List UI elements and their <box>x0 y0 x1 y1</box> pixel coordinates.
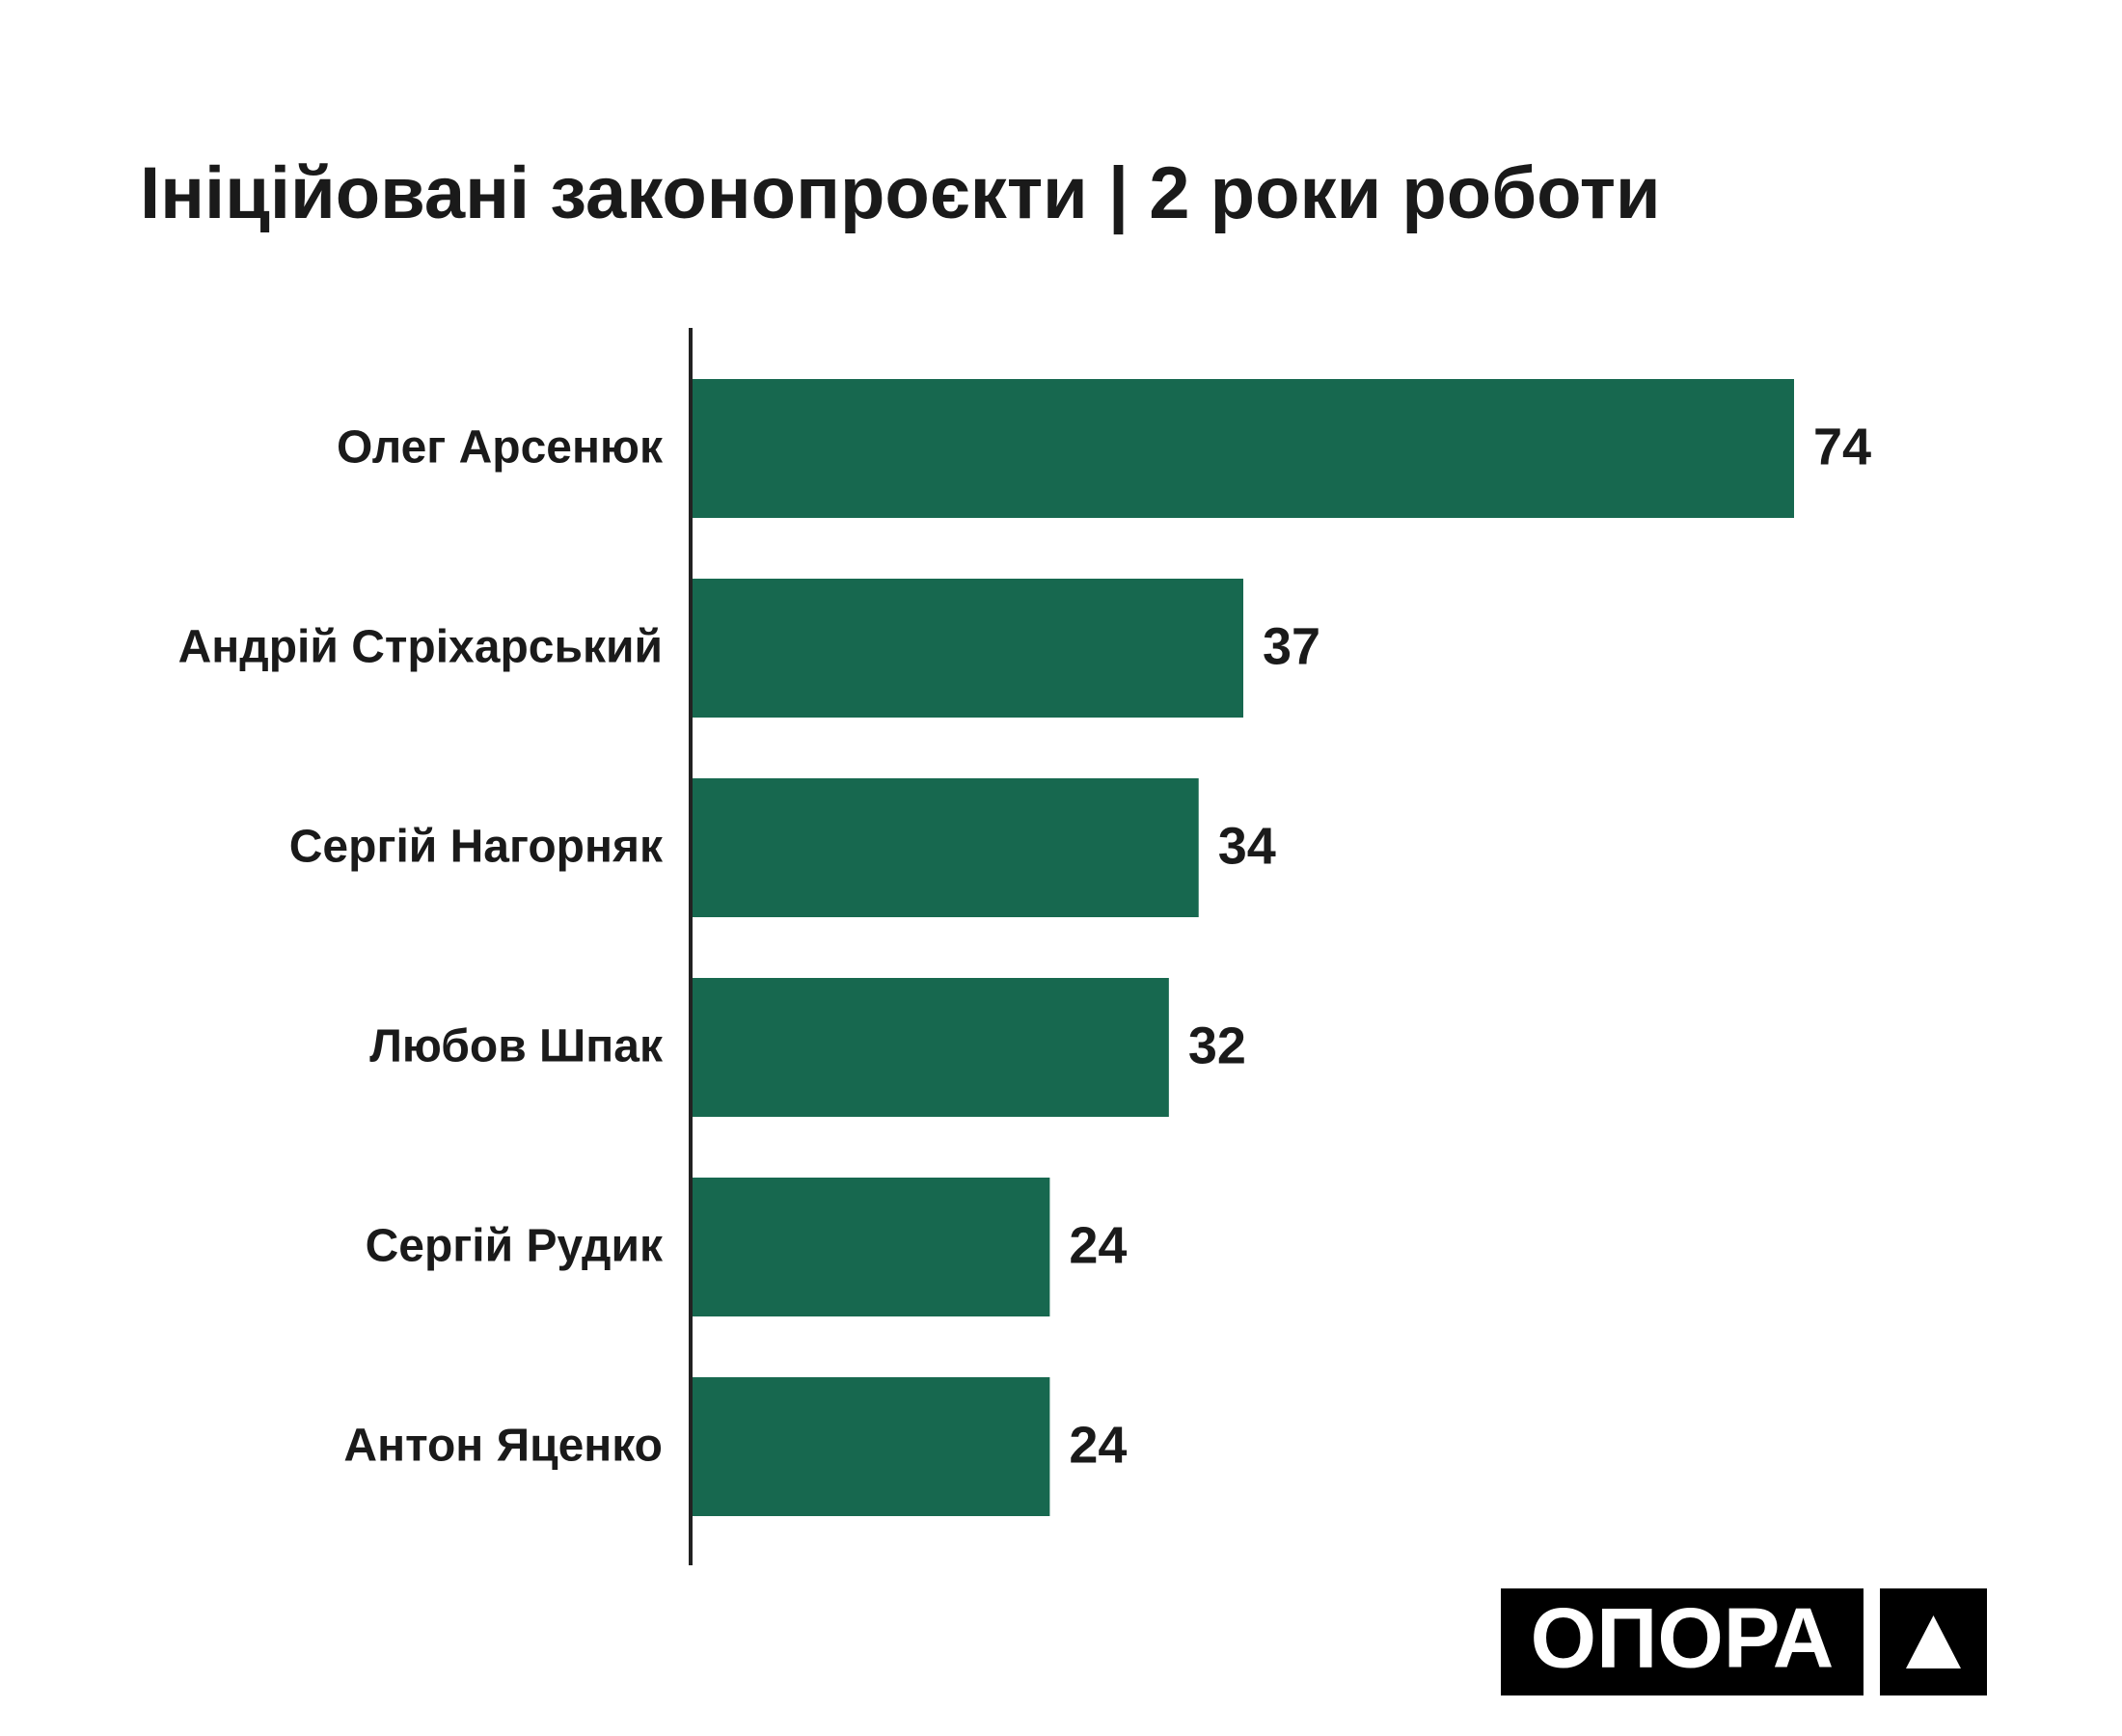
value-label: 74 <box>1813 418 1871 475</box>
category-label: Олег Арсенюк <box>337 422 664 474</box>
bar <box>693 379 1794 518</box>
category-label: Антон Яценко <box>343 1421 663 1472</box>
bar <box>693 1178 1050 1316</box>
category-label: Любов Шпак <box>369 1021 664 1072</box>
chart-title: Ініційовані законопроєкти | 2 роки робот… <box>140 152 1661 235</box>
value-label: 24 <box>1069 1216 1127 1274</box>
logo-text: ОПОРА <box>1531 1589 1835 1685</box>
value-label: 37 <box>1263 617 1320 675</box>
logo-icon <box>1906 1615 1961 1668</box>
bar <box>693 978 1169 1117</box>
bar <box>693 1377 1050 1516</box>
value-label: 34 <box>1218 817 1276 875</box>
category-label: Сергій Нагорняк <box>289 822 664 873</box>
bar <box>693 778 1199 917</box>
logo-box <box>1501 1588 1864 1695</box>
category-label: Сергій Рудик <box>366 1221 664 1272</box>
bar <box>693 579 1243 718</box>
value-label: 32 <box>1188 1017 1246 1074</box>
category-label: Андрій Стріхарський <box>178 622 663 673</box>
value-label: 24 <box>1069 1416 1127 1474</box>
